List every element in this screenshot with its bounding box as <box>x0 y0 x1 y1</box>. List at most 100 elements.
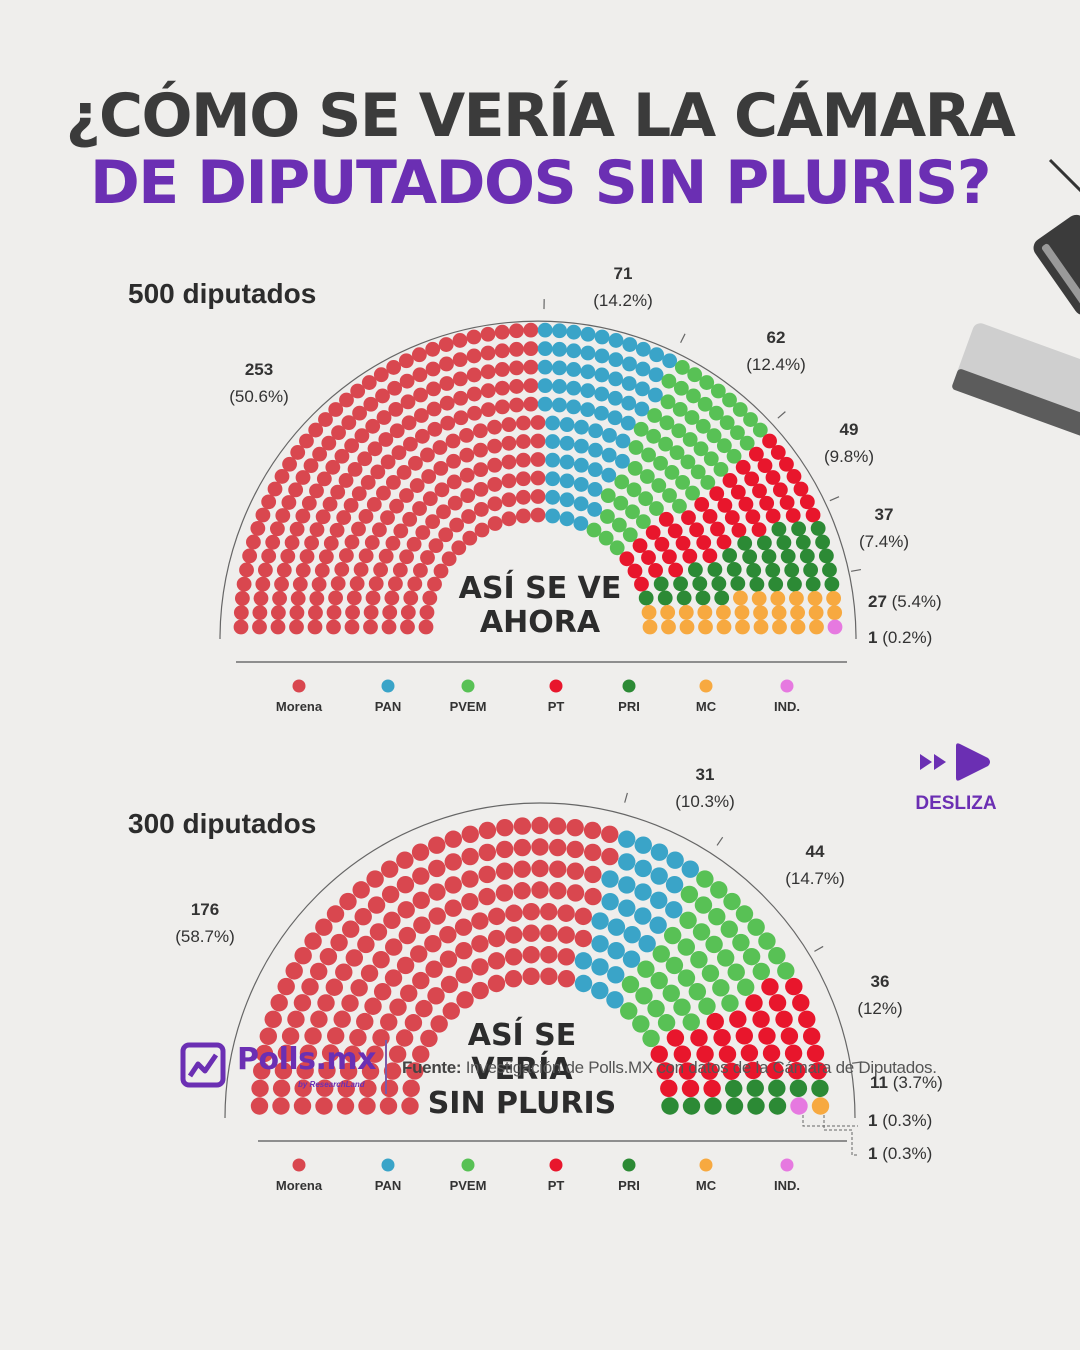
seat-morena <box>453 410 469 426</box>
seat-morena <box>328 402 344 417</box>
legend-label-mc: MC <box>696 699 717 714</box>
seat-ind <box>790 1097 808 1115</box>
chart-1-parliament: 253 (50.6%) 71 (14.2%) 62 (12.4%) 49 (9.8%) 37 (7… <box>219 264 942 714</box>
seat-pri <box>725 1079 743 1098</box>
seat-morena <box>531 816 549 835</box>
seat-morena <box>327 1027 345 1045</box>
seat-pri <box>653 576 669 592</box>
seat-morena <box>428 836 446 854</box>
seat-pan <box>594 367 610 383</box>
seat-morena <box>389 498 404 514</box>
seat-morena <box>270 521 285 537</box>
seat-morena <box>494 380 510 396</box>
seat-morena <box>233 619 249 635</box>
seat-morena <box>345 949 364 967</box>
seat-morena <box>314 563 330 578</box>
seat-morena <box>430 1015 448 1033</box>
seat-morena <box>343 1045 362 1063</box>
seat-pt <box>722 1062 741 1080</box>
seat-morena <box>336 1097 355 1115</box>
seat-pt <box>654 536 670 552</box>
seat-morena <box>434 482 450 498</box>
legend-label-pan: PAN <box>375 1178 401 1193</box>
seat-mc <box>790 619 806 635</box>
legend-swatch-morena <box>292 679 306 693</box>
legend-swatch-ind <box>780 1158 794 1172</box>
seat-mc <box>642 619 658 635</box>
seat-morena <box>349 1028 367 1047</box>
seat-morena <box>584 865 602 884</box>
seat-pan <box>648 367 664 383</box>
seat-morena <box>531 881 549 899</box>
seat-morena <box>501 473 517 489</box>
seat-pvem <box>701 964 720 983</box>
seat-morena <box>344 438 360 454</box>
seat-mc <box>770 591 786 606</box>
seat-morena <box>293 994 312 1012</box>
seat-morena <box>307 619 323 635</box>
seat-pvem <box>650 971 668 990</box>
seat-morena <box>397 901 415 919</box>
seat-pt <box>667 523 683 539</box>
seat-morena <box>315 509 331 525</box>
seat-morena <box>522 903 540 921</box>
desliza-button[interactable]: DESLIZA <box>900 740 1012 815</box>
seat-pvem <box>723 892 741 911</box>
seat-pri <box>725 1097 744 1115</box>
seat-morena <box>318 549 334 565</box>
seat-pt <box>799 494 815 510</box>
seat-pan <box>608 371 624 387</box>
seat-pan <box>615 433 631 449</box>
seat-morena <box>319 947 338 966</box>
seat-pan <box>587 462 603 477</box>
seat-pan <box>650 891 668 910</box>
seat-morena <box>449 517 465 533</box>
legend-swatch-mc <box>699 1158 713 1172</box>
seat-morena <box>309 591 325 606</box>
seat-morena <box>370 464 386 480</box>
center-text-line: ASÍ SE <box>468 1017 577 1053</box>
seat-morena <box>294 1079 312 1097</box>
legend-label-pan: PAN <box>375 699 401 714</box>
seat-morena <box>347 461 363 477</box>
seat-morena <box>385 938 403 956</box>
seat-pvem <box>721 994 739 1012</box>
seat-morena <box>388 576 403 592</box>
seat-pri <box>688 562 703 578</box>
seat-morena <box>364 997 382 1015</box>
seat-pvem <box>720 920 738 938</box>
seat-morena <box>412 501 427 516</box>
seat-morena <box>400 984 418 1003</box>
seat-pt <box>700 1062 719 1080</box>
seat-pri <box>803 562 819 578</box>
seat-pvem <box>635 987 653 1005</box>
seat-pvem <box>710 881 728 899</box>
seat-pri <box>746 563 762 578</box>
seat-morena <box>415 999 433 1018</box>
seat-morena <box>439 926 457 944</box>
seat-morena <box>428 538 444 554</box>
seat-mc <box>771 605 787 621</box>
seat-morena <box>395 1029 414 1047</box>
seat-pt <box>710 521 725 537</box>
seat-pan <box>601 893 619 911</box>
seat-pt <box>731 522 747 538</box>
seat-morena <box>428 907 446 925</box>
seat-pvem <box>609 540 625 556</box>
seat-pvem <box>673 998 691 1016</box>
seat-morena <box>336 510 352 525</box>
seat-morena <box>420 1029 438 1048</box>
seat-morena <box>334 448 350 464</box>
seat-morena <box>531 838 549 856</box>
seat-morena <box>456 991 474 1009</box>
seat-pvem <box>698 997 716 1015</box>
chart-1-seats <box>233 322 843 635</box>
seat-morena <box>346 590 362 606</box>
seat-morena <box>360 964 379 983</box>
seat-pt <box>702 548 718 564</box>
seat-morena <box>364 535 380 550</box>
seat-morena <box>376 410 392 425</box>
seat-morena <box>513 882 531 900</box>
seat-morena <box>255 507 271 523</box>
legend-label-morena: Morena <box>276 1178 323 1193</box>
